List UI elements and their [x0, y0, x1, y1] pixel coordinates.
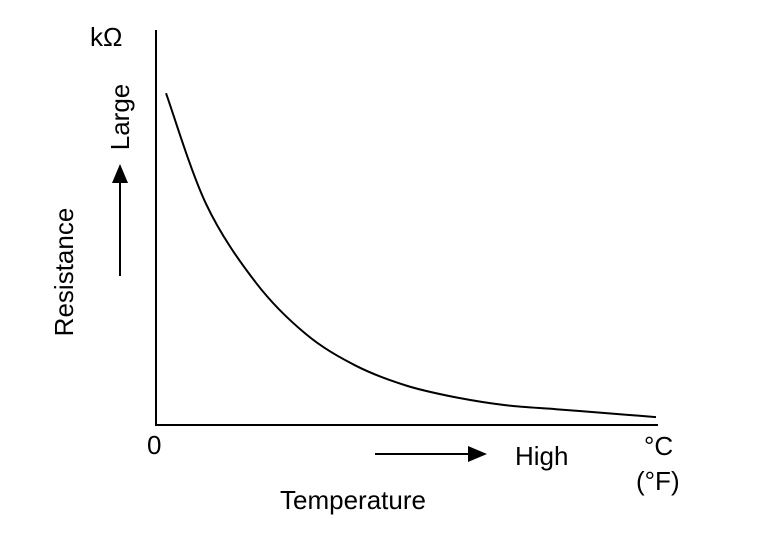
y-axis-title: Resistance — [49, 208, 79, 337]
x-axis-title: Temperature — [280, 485, 426, 515]
y-direction-label: Large — [105, 84, 135, 151]
y-unit-label: kΩ — [90, 22, 122, 52]
resistance-curve — [165, 92, 657, 419]
y-direction-arrow-head — [112, 164, 128, 183]
x-unit-primary: °C — [644, 431, 673, 461]
x-origin-label: 0 — [147, 430, 161, 460]
x-direction-arrow-head — [468, 446, 487, 462]
x-direction-label: High — [515, 441, 568, 471]
x-unit-secondary: (°F) — [636, 466, 680, 496]
